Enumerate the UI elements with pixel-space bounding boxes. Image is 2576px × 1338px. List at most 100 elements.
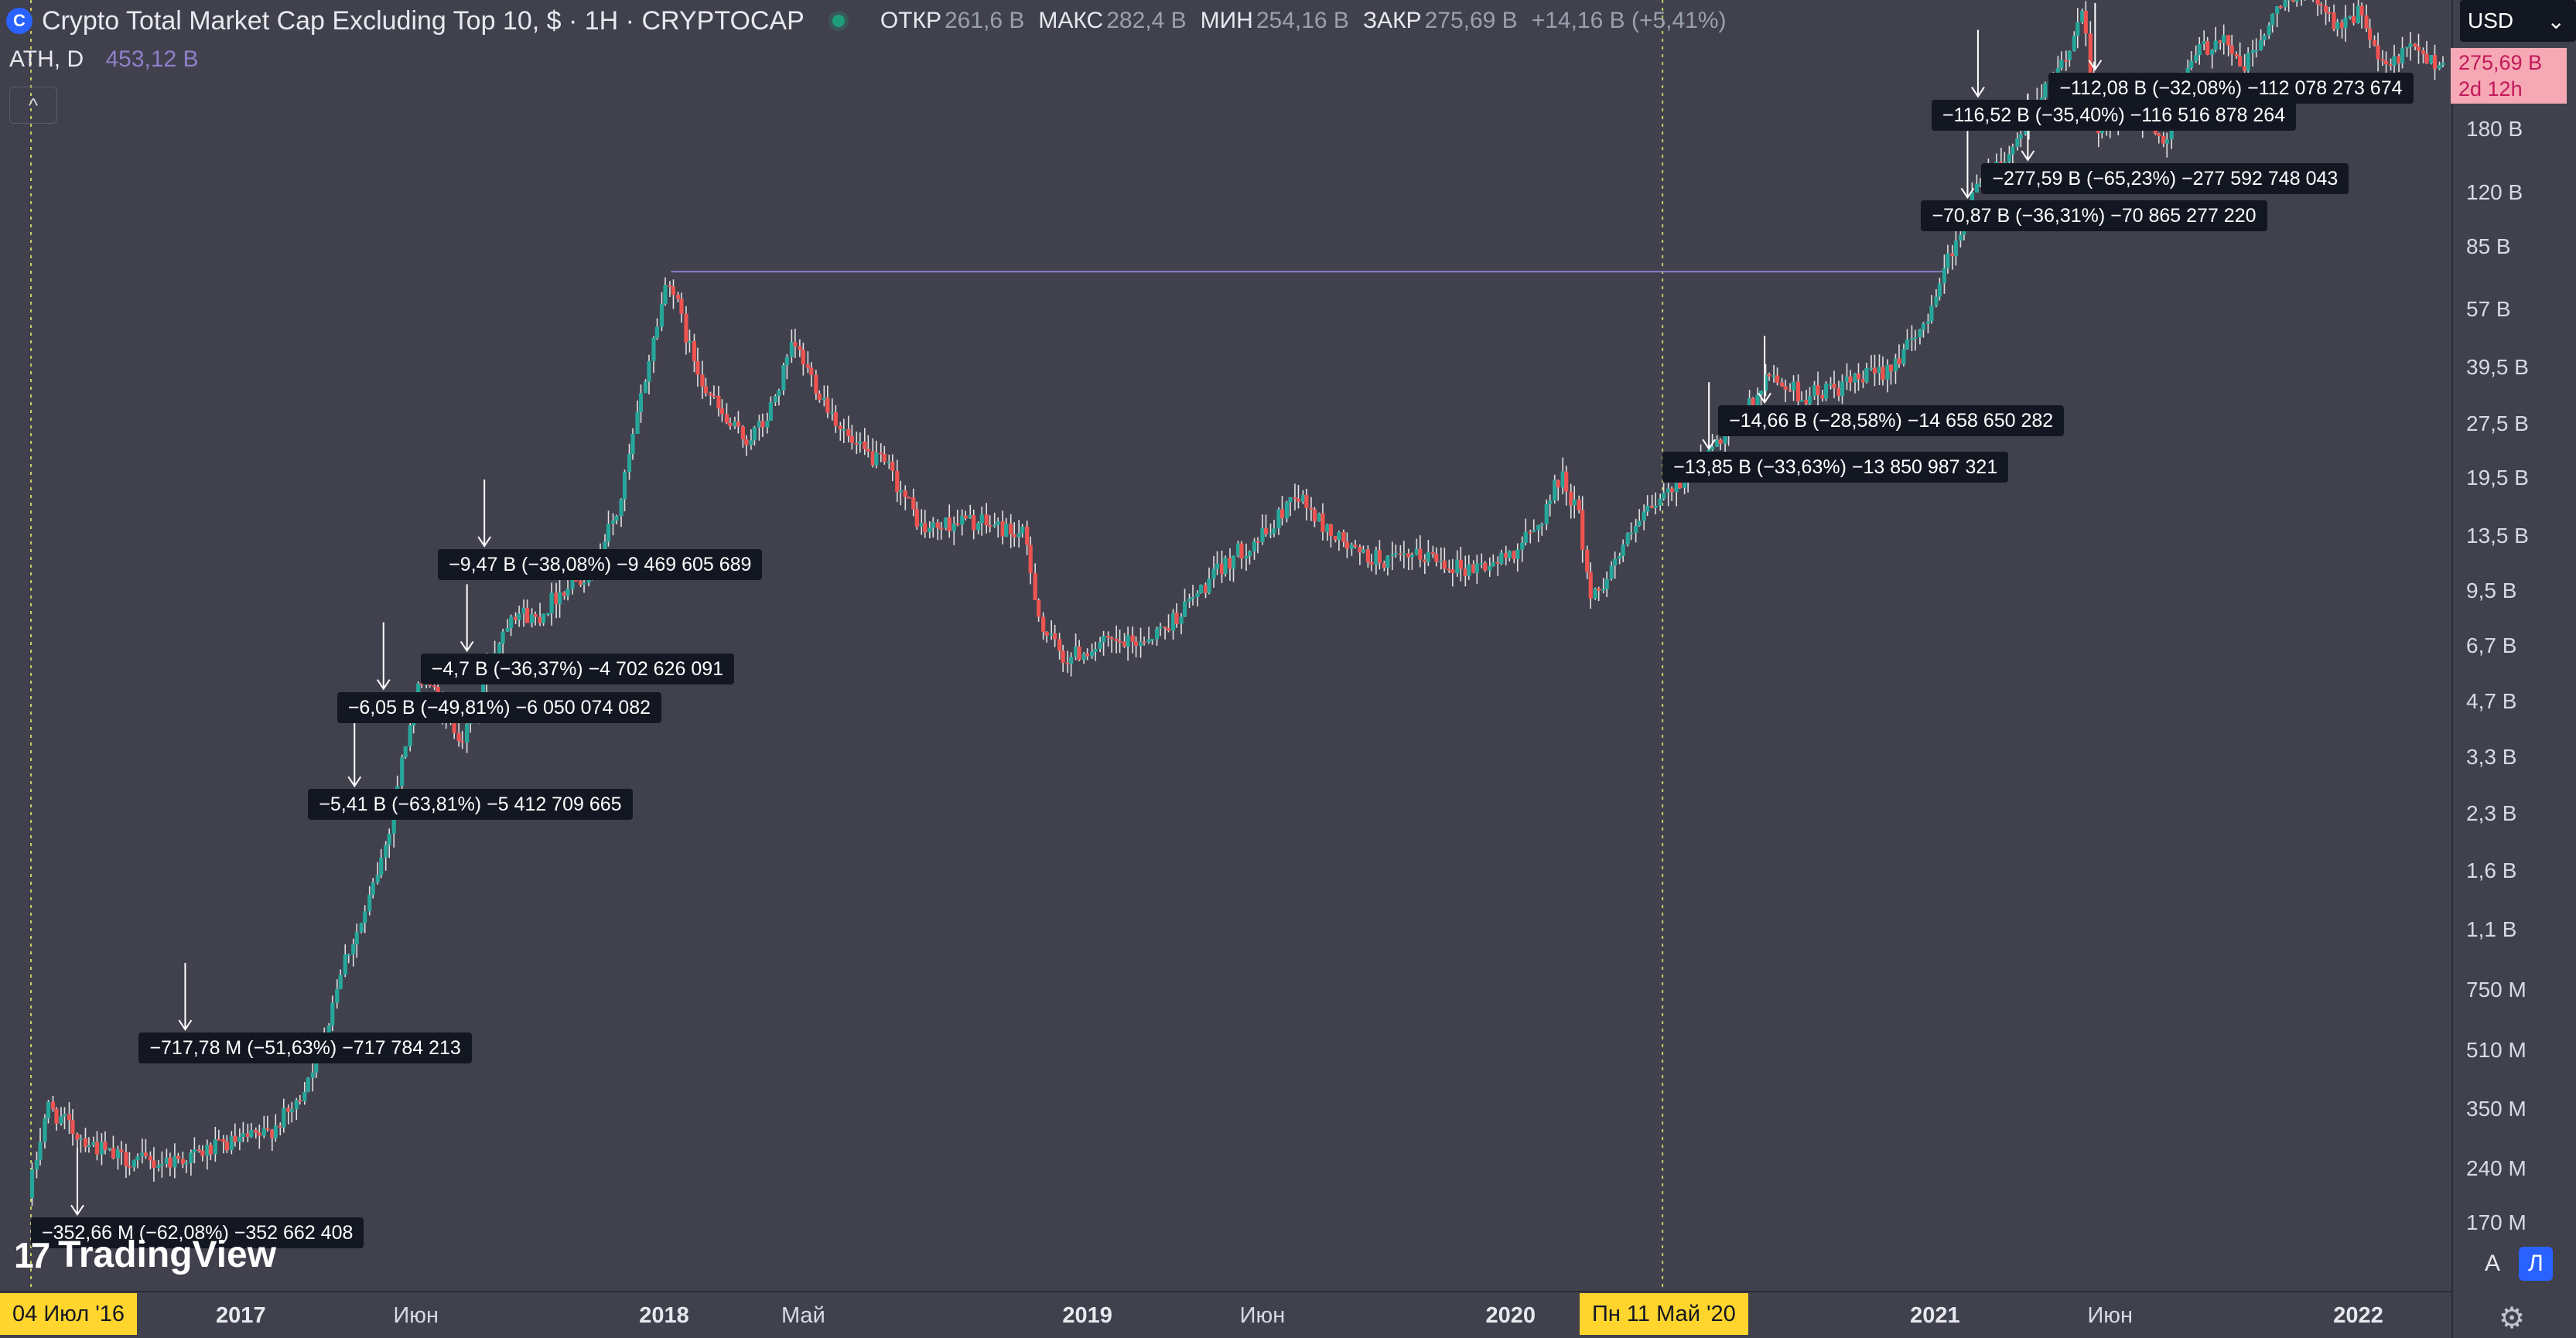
- candle-body: [2283, 0, 2287, 8]
- candle-body: [180, 1159, 185, 1164]
- candle-body: [1325, 524, 1330, 532]
- measurement-label[interactable]: −70,87 B (−36,31%) −70 865 277 220: [1921, 200, 2267, 232]
- measurement-label[interactable]: −9,47 B (−38,08%) −9 469 605 689: [438, 548, 763, 580]
- candle-body: [1353, 544, 1358, 547]
- currency-label: USD: [2468, 9, 2514, 32]
- auto-scale-button[interactable]: A: [2484, 1251, 2500, 1276]
- candle-body: [866, 449, 870, 452]
- candle-body: [1442, 560, 1447, 569]
- measurement-label[interactable]: −112,08 B (−32,08%) −112 078 273 674: [2048, 72, 2414, 104]
- candle-body: [562, 592, 567, 596]
- candle-body: [549, 592, 554, 613]
- measurement-label[interactable]: −352,66 M (−62,08%) −352 662 408: [31, 1217, 364, 1249]
- candle-body: [651, 337, 656, 361]
- candle-body: [140, 1152, 145, 1157]
- candle-body: [249, 1130, 254, 1138]
- candle-body: [2222, 35, 2226, 43]
- candle-body: [62, 1114, 67, 1117]
- candle-body: [456, 732, 461, 742]
- candle-body: [513, 616, 518, 620]
- measurement-label[interactable]: −717,78 M (−51,63%) −717 784 213: [138, 1033, 472, 1064]
- candle-body: [784, 357, 789, 366]
- candle-body: [2364, 15, 2369, 29]
- candle-body: [708, 393, 713, 396]
- measurement-label[interactable]: −116,52 B (−35,40%) −116 516 878 264: [1931, 99, 2297, 131]
- candle-body: [863, 441, 867, 449]
- y-axis-label: 120 B: [2466, 180, 2523, 205]
- measurement-arrow-head: [1758, 392, 1771, 404]
- candle-body: [842, 428, 846, 431]
- candle-body: [1414, 548, 1419, 555]
- candle-body: [2218, 40, 2222, 43]
- x-axis-label: 2020: [1485, 1303, 1536, 1328]
- measurement-label[interactable]: −4,7 B (−36,37%) −4 702 626 091: [420, 654, 735, 685]
- close-value: 275,69 B: [1424, 8, 1518, 33]
- candle-body: [524, 607, 530, 623]
- candle-body: [1252, 541, 1257, 551]
- measurement-label[interactable]: −13,85 B (−33,63%) −13 850 987 321: [1662, 452, 2009, 483]
- candle-body: [1385, 555, 1390, 568]
- candle-body: [1409, 555, 1414, 558]
- candle-body: [2376, 45, 2380, 60]
- bar-countdown: 2d 12h: [2458, 77, 2523, 101]
- candle-body: [2400, 48, 2405, 63]
- candle-body: [75, 1134, 80, 1140]
- candle-body: [2275, 6, 2280, 14]
- collapse-legend-button[interactable]: ^: [9, 87, 57, 124]
- candle-body: [1106, 636, 1111, 638]
- y-axis-label: 240 M: [2466, 1155, 2526, 1180]
- candle-body: [1864, 368, 1869, 383]
- candle-body: [1683, 480, 1687, 488]
- candle-body: [432, 685, 437, 688]
- candle-body: [2339, 22, 2345, 29]
- candle-body: [1109, 637, 1114, 640]
- indicator-legend[interactable]: ATH, D 453,12 B: [9, 46, 199, 73]
- measurement-label[interactable]: −277,59 B (−65,23%) −277 592 748 043: [1981, 162, 2349, 194]
- candle-body: [1937, 283, 1942, 297]
- candle-body: [801, 350, 805, 365]
- candle-body: [67, 1114, 72, 1121]
- y-axis-label: 85 B: [2466, 234, 2511, 259]
- measurement-arrow-head: [347, 776, 362, 788]
- settings-gear-icon[interactable]: ⚙: [2499, 1302, 2526, 1335]
- candle-body: [2343, 17, 2348, 29]
- measurement-label[interactable]: −14,66 B (−28,58%) −14 658 650 282: [1718, 405, 2065, 437]
- candle-body: [2335, 22, 2340, 29]
- candle-body: [1179, 616, 1184, 624]
- measurement-label[interactable]: −5,41 B (−63,81%) −5 412 709 665: [308, 789, 633, 821]
- currency-selector[interactable]: USD ⌄: [2460, 0, 2576, 42]
- candle-body: [257, 1132, 261, 1136]
- candle-body: [2424, 53, 2429, 64]
- y-axis-label: 6,7 B: [2466, 633, 2517, 658]
- candle-body: [270, 1129, 275, 1138]
- candle-body: [2002, 162, 2007, 164]
- candle-body: [1077, 646, 1081, 660]
- symbol-title[interactable]: Crypto Total Market Cap Excluding Top 10…: [42, 5, 805, 36]
- candle-body: [1881, 367, 1885, 380]
- tradingview-logo[interactable]: 17 TradingView: [14, 1234, 276, 1276]
- candle-body: [809, 367, 814, 375]
- candle-body: [1166, 628, 1171, 631]
- candle-body: [1613, 558, 1618, 566]
- candle-body: [1374, 550, 1379, 565]
- candle-body: [533, 614, 538, 617]
- candle-body: [679, 299, 684, 314]
- candle-body: [1284, 502, 1290, 519]
- candle-body: [254, 1130, 258, 1133]
- candle-body: [805, 364, 810, 368]
- candle-body: [1211, 568, 1216, 579]
- candle-body: [1491, 561, 1495, 567]
- candle-body: [663, 285, 668, 305]
- log-scale-button[interactable]: Л: [2519, 1247, 2553, 1281]
- candle-body: [984, 514, 989, 526]
- candle-body: [1577, 500, 1581, 510]
- candle-body: [768, 402, 773, 421]
- candle-body: [460, 741, 465, 743]
- candle-body: [1328, 524, 1334, 537]
- candle-body: [2254, 49, 2259, 52]
- candle-body: [1836, 387, 1841, 397]
- measurement-label[interactable]: −6,05 B (−49,81%) −6 050 074 082: [337, 691, 662, 723]
- candle-body: [465, 724, 470, 743]
- candle-body: [1090, 651, 1095, 657]
- candle-body: [517, 613, 521, 620]
